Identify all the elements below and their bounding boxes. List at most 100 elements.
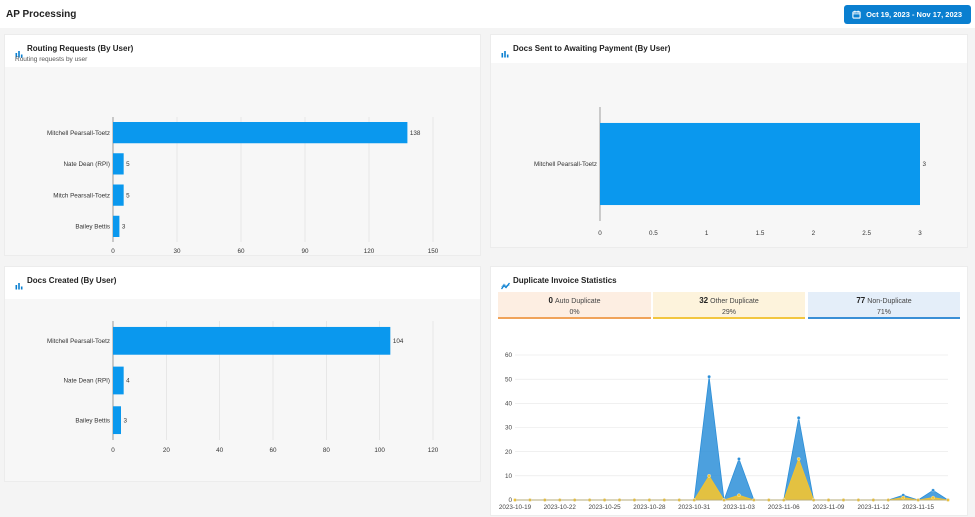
x-tick-label: 2023-11-12 xyxy=(857,504,889,511)
bar xyxy=(113,153,124,175)
stat-label: Other Duplicate xyxy=(710,298,759,305)
stat-percent: 29% xyxy=(721,309,736,316)
bar xyxy=(113,406,121,435)
category-label: Mitchell Pearsall-Toetz xyxy=(534,161,597,168)
x-tick-label: 2023-11-15 xyxy=(902,504,934,511)
stat-label: Auto Duplicate xyxy=(554,298,601,305)
bar xyxy=(600,122,920,206)
panel-header: Docs Created (By User) xyxy=(5,267,480,299)
data-label: 3 xyxy=(124,417,128,424)
stat-card-other-duplicate: 32 Other Duplicate 29% xyxy=(653,292,805,319)
y-tick-label: 60 xyxy=(505,352,513,359)
x-tick-label: 0 xyxy=(598,230,602,237)
y-tick-label: 50 xyxy=(505,376,513,383)
data-point xyxy=(796,416,801,420)
date-range-button[interactable]: Oct 19, 2023 - Nov 17, 2023 xyxy=(844,5,971,24)
panel-header: Duplicate Invoice Statistics xyxy=(491,267,967,295)
x-tick-label: 2023-11-09 xyxy=(813,504,845,511)
data-point xyxy=(901,495,905,500)
data-point xyxy=(931,495,935,500)
category-label: Nate Dean (RPI) xyxy=(63,378,110,385)
top-bar: AP Processing Oct 19, 2023 - Nov 17, 202… xyxy=(0,0,975,28)
panel-header: Routing Requests (By User) Routing reque… xyxy=(5,35,480,67)
data-point xyxy=(707,375,711,379)
panel-title: Docs Created (By User) xyxy=(27,276,117,285)
awaiting-payment-panel: Docs Sent to Awaiting Payment (By User) … xyxy=(490,34,968,248)
x-tick-label: 2023-10-31 xyxy=(678,504,711,511)
stat-percent: 71% xyxy=(876,309,891,316)
x-tick-label: 1.5 xyxy=(756,230,765,237)
panel-title: Duplicate Invoice Statistics xyxy=(513,276,617,285)
bar xyxy=(113,215,120,237)
data-point xyxy=(737,493,741,497)
bar xyxy=(113,326,391,355)
bar xyxy=(113,366,124,395)
data-point xyxy=(737,457,741,461)
data-label: 4 xyxy=(126,378,130,385)
date-range-label: Oct 19, 2023 - Nov 17, 2023 xyxy=(866,10,962,19)
x-tick-label: 120 xyxy=(428,447,439,454)
stat-count: 0 xyxy=(548,296,553,305)
y-tick-label: 40 xyxy=(505,401,513,408)
x-tick-label: 60 xyxy=(269,447,277,454)
category-label: Mitchell Pearsall-Toetz xyxy=(47,130,110,137)
x-tick-label: 0 xyxy=(111,248,115,255)
panel-subtitle: Routing requests by user xyxy=(15,56,88,63)
x-tick-label: 20 xyxy=(163,447,171,454)
panel-title: Docs Sent to Awaiting Payment (By User) xyxy=(513,44,671,53)
category-label: Bailey Bettis xyxy=(75,224,110,231)
page-title: AP Processing xyxy=(6,9,77,20)
bar xyxy=(113,122,408,144)
data-point xyxy=(707,474,711,478)
category-label: Nate Dean (RPI) xyxy=(63,161,110,168)
data-point xyxy=(931,488,935,493)
x-tick-label: 0 xyxy=(111,447,115,454)
x-tick-label: 2023-10-28 xyxy=(633,504,666,511)
category-label: Mitch Pearsall-Toetz xyxy=(53,192,110,199)
stat-card-auto-duplicate: 0 Auto Duplicate 0% xyxy=(498,292,651,319)
stat-label: Non-Duplicate xyxy=(867,298,912,305)
panel-header: Docs Sent to Awaiting Payment (By User) xyxy=(491,35,967,63)
bar-chart-icon xyxy=(15,45,23,63)
x-tick-label: 2.5 xyxy=(862,230,871,237)
x-tick-label: 1 xyxy=(705,230,709,237)
x-tick-label: 80 xyxy=(323,447,331,454)
bar xyxy=(113,184,124,206)
y-tick-label: 30 xyxy=(505,425,513,432)
x-tick-label: 100 xyxy=(374,447,385,454)
y-tick-label: 0 xyxy=(508,497,512,504)
x-tick-label: 90 xyxy=(301,248,309,255)
x-tick-label: 30 xyxy=(173,248,181,255)
bar-chart-icon xyxy=(15,277,23,295)
x-tick-label: 3 xyxy=(918,230,922,237)
x-tick-label: 2023-11-03 xyxy=(723,504,755,511)
x-tick-label: 0.5 xyxy=(649,230,658,237)
x-tick-label: 2 xyxy=(812,230,816,237)
panel-title: Routing Requests (By User) xyxy=(27,44,134,53)
routing-requests-chart: Mitchell Pearsall-Toetz 138 Nate Dean (RPI… xyxy=(47,117,439,255)
docs-created-chart: Mitchell Pearsall-Toetz 104 Nate Dean (RPI… xyxy=(47,321,439,454)
docs-created-panel: Docs Created (By User) Mitchell Pearsall… xyxy=(4,266,481,482)
data-label: 104 xyxy=(393,338,404,345)
y-tick-label: 20 xyxy=(505,449,513,456)
category-label: Bailey Bettis xyxy=(75,417,110,424)
stat-count: 77 xyxy=(856,296,866,305)
data-label: 3 xyxy=(122,224,126,231)
duplicate-invoice-chart: 0 10 20 30 40 50 60 2023-10-19 2023-10-22 2023-10… xyxy=(499,352,950,511)
category-label: Mitchell Pearsall-Toetz xyxy=(47,338,110,345)
data-point xyxy=(796,457,801,461)
x-tick-label: 2023-10-19 xyxy=(499,504,532,511)
x-tick-label: 2023-11-06 xyxy=(768,504,800,511)
series-area xyxy=(515,376,950,501)
data-label: 5 xyxy=(126,161,130,168)
routing-requests-panel: Routing Requests (By User) Routing reque… xyxy=(4,34,481,256)
data-label: 5 xyxy=(126,192,130,199)
x-tick-label: 2023-10-25 xyxy=(588,504,621,511)
calendar-icon xyxy=(852,10,861,19)
y-tick-label: 10 xyxy=(505,473,513,480)
x-tick-label: 40 xyxy=(216,447,224,454)
data-label: 138 xyxy=(410,130,421,137)
x-tick-label: 60 xyxy=(237,248,245,255)
stat-card-non-duplicate: 77 Non-Duplicate 71% xyxy=(808,292,960,319)
x-tick-label: 120 xyxy=(364,248,375,255)
